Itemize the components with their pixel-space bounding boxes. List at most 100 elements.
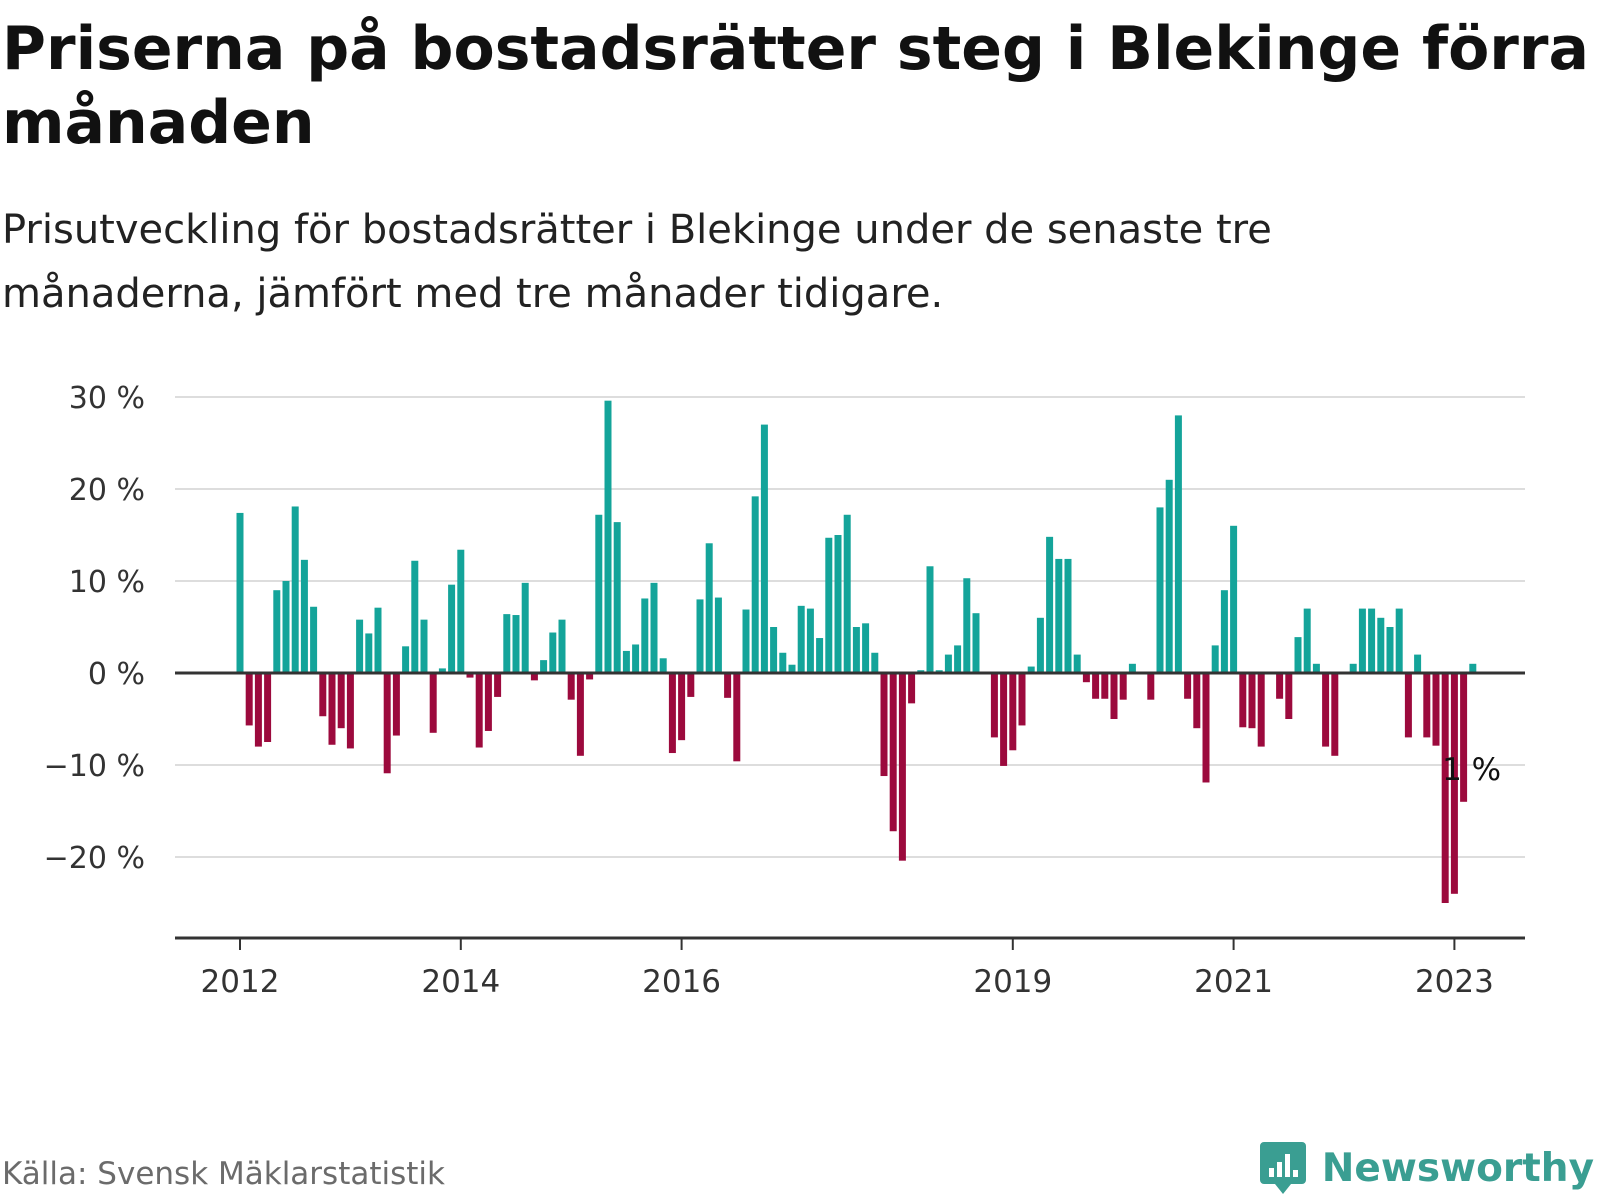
x-axis: 2012 2014 2016 2019 2021 2023	[175, 936, 1525, 1000]
bar	[374, 607, 382, 673]
bar	[1386, 627, 1394, 673]
bar	[1257, 673, 1265, 747]
y-tick-label: 20 %	[69, 473, 145, 508]
bar	[1009, 673, 1017, 751]
bar	[438, 668, 446, 673]
bar	[1450, 673, 1458, 894]
bar	[245, 673, 253, 726]
bar	[770, 627, 778, 673]
bar	[420, 619, 428, 673]
bar	[632, 644, 640, 673]
bar	[567, 673, 575, 700]
bar	[1331, 673, 1339, 756]
bar	[742, 609, 750, 673]
bar	[521, 582, 529, 673]
bar	[678, 673, 686, 741]
bar	[411, 560, 419, 673]
bar	[1184, 673, 1192, 699]
bar	[1285, 673, 1293, 719]
bar	[1110, 673, 1118, 719]
bar	[963, 578, 971, 673]
bar	[1239, 673, 1247, 728]
bar	[1000, 673, 1008, 766]
bar	[530, 673, 538, 681]
bars	[236, 400, 1477, 903]
bar	[236, 512, 244, 673]
bar	[834, 535, 842, 673]
x-tick-label: 2019	[973, 964, 1052, 1000]
bar	[779, 652, 787, 673]
bar	[1368, 608, 1376, 673]
bar	[622, 650, 630, 673]
bar	[1441, 673, 1449, 903]
x-tick-label: 2012	[201, 964, 280, 1000]
y-tick-label: −20 %	[44, 841, 145, 876]
bar	[1165, 479, 1173, 673]
bar	[843, 514, 851, 673]
bar	[1027, 666, 1035, 673]
x-tick-label: 2016	[642, 964, 721, 1000]
bar	[659, 658, 667, 673]
bar	[880, 673, 888, 777]
bar	[402, 646, 410, 673]
bar	[908, 673, 916, 704]
bar	[604, 400, 612, 673]
bar	[300, 559, 308, 673]
bar	[319, 673, 327, 717]
bar	[972, 613, 980, 673]
y-tick-label: 30 %	[69, 381, 145, 416]
bar	[576, 673, 584, 756]
bar	[1460, 673, 1468, 802]
bar	[1358, 608, 1366, 673]
bar	[687, 673, 695, 697]
bar	[724, 673, 732, 698]
bar	[494, 673, 502, 697]
bar	[549, 632, 557, 673]
bar	[1349, 663, 1357, 673]
bar	[751, 496, 759, 673]
bar	[1202, 673, 1210, 783]
brand-logo[interactable]: Newsworthy	[1258, 1140, 1594, 1196]
bar	[1211, 645, 1219, 673]
chart-subtitle: Prisutveckling för bostadsrätter i Bleki…	[2, 207, 1272, 317]
bar	[1174, 415, 1182, 673]
bar	[1046, 536, 1054, 673]
bar	[825, 537, 833, 673]
bar	[1119, 673, 1127, 700]
bar	[346, 673, 354, 749]
bar	[1230, 525, 1238, 673]
bar	[898, 673, 906, 861]
bar	[797, 605, 805, 673]
bar	[954, 645, 962, 673]
bar	[852, 627, 860, 673]
bar	[1082, 673, 1090, 683]
bar	[540, 660, 548, 673]
bar	[512, 615, 520, 673]
bar	[1404, 673, 1412, 738]
bar	[1073, 654, 1081, 673]
data-labels: 1 %	[1442, 752, 1501, 788]
y-tick-label: 10 %	[69, 565, 145, 600]
bar	[862, 623, 870, 673]
bar	[1055, 558, 1063, 673]
bar	[310, 606, 318, 673]
x-tick-label: 2014	[421, 964, 500, 1000]
x-tick-label: 2023	[1415, 964, 1494, 1000]
bar	[1414, 654, 1422, 673]
bar	[1377, 617, 1385, 673]
bar	[356, 619, 364, 673]
bar	[714, 597, 722, 673]
bar	[1303, 608, 1311, 673]
bar	[1220, 590, 1228, 673]
bar	[328, 673, 336, 745]
bar	[650, 582, 658, 673]
bar	[816, 638, 824, 673]
bar	[788, 664, 796, 673]
y-tick-label: 0 %	[88, 657, 145, 692]
y-axis-ticks: 30 % 20 % 10 % 0 % −10 % −20 %	[44, 381, 145, 876]
bar	[254, 673, 262, 747]
source-note: Källa: Svensk Mäklarstatistik	[2, 1156, 445, 1192]
bar	[475, 673, 483, 748]
bar	[1423, 673, 1431, 738]
bar	[448, 584, 456, 673]
